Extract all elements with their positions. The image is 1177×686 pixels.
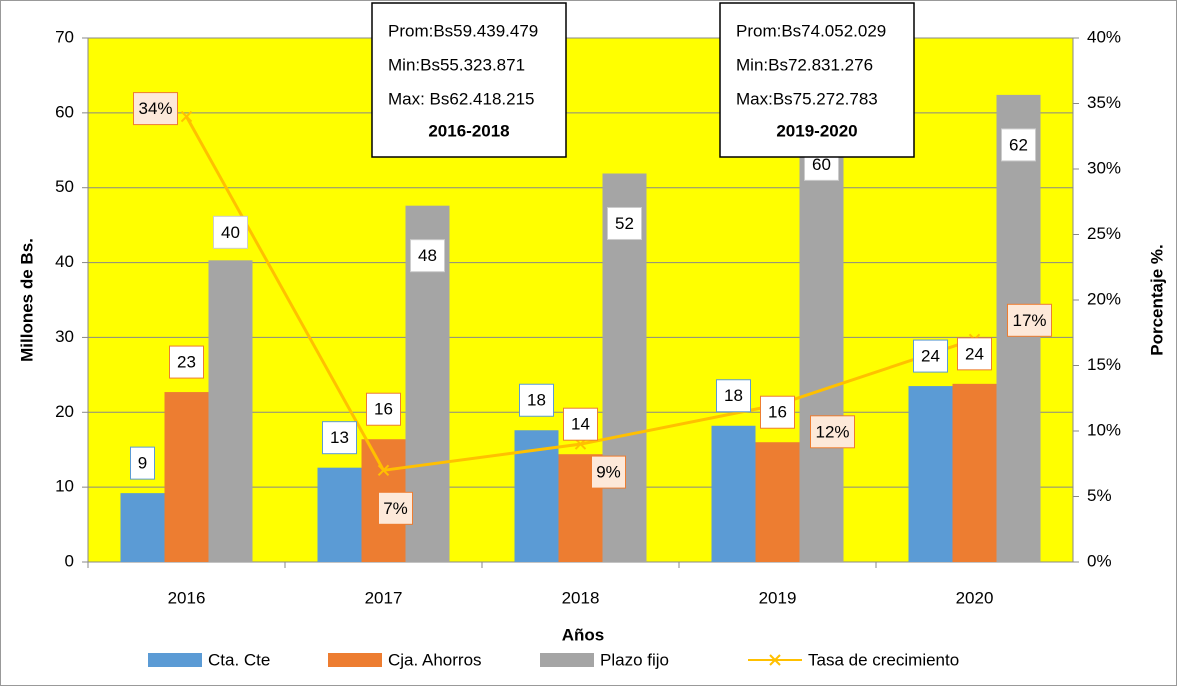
legend-swatch	[769, 654, 781, 666]
y-tick-label: 70	[55, 27, 74, 46]
x-tick-label: 2016	[168, 588, 206, 607]
data-label: 24	[965, 344, 984, 363]
annotation-text: Prom:Bs74.052.029	[736, 21, 886, 40]
x-tick-label: 2018	[562, 588, 600, 607]
y2-tick-label: 15%	[1087, 355, 1121, 374]
bar	[164, 392, 209, 562]
data-label: 16	[768, 403, 787, 422]
data-label-box	[133, 92, 178, 126]
data-label: 12%	[815, 422, 849, 441]
annotation-text: Max: Bs62.418.215	[388, 89, 534, 108]
x-tick-label: 2020	[956, 588, 994, 607]
y-tick-label: 60	[55, 102, 74, 121]
y-tick-label: 50	[55, 177, 74, 196]
data-label-box	[591, 455, 626, 489]
data-label: 14	[571, 415, 590, 434]
y-tick-label: 20	[55, 402, 74, 421]
data-label-box	[810, 415, 855, 449]
data-label-box	[366, 392, 401, 426]
annotation-box	[371, 2, 567, 158]
legend-swatch	[540, 653, 594, 667]
annotation-text: Max:Bs75.272.783	[736, 89, 878, 108]
y2-tick-label: 30%	[1087, 158, 1121, 177]
data-label-box	[410, 239, 445, 273]
data-label: 23	[177, 353, 196, 372]
annotation-text: Min:Bs55.323.871	[388, 55, 525, 74]
data-label: 24	[921, 347, 940, 366]
data-label-box	[519, 383, 554, 417]
data-label: 18	[527, 391, 546, 410]
data-label-box	[1001, 128, 1036, 162]
annotation-box	[719, 2, 915, 158]
data-label-box	[169, 345, 204, 379]
legend-swatch	[328, 653, 382, 667]
y2-tick-label: 25%	[1087, 224, 1121, 243]
data-label-box	[760, 395, 795, 429]
data-label-box	[322, 421, 357, 455]
y-tick-label: 10	[55, 477, 74, 496]
data-label-box	[213, 215, 248, 249]
y-tick-label: 40	[55, 252, 74, 271]
legend-label: Cja. Ahorros	[388, 650, 482, 669]
data-label: 17%	[1012, 311, 1046, 330]
bar	[908, 386, 953, 562]
bar	[952, 383, 997, 562]
data-label: 48	[418, 246, 437, 265]
data-label: 16	[374, 400, 393, 419]
legend-label: Cta. Cte	[208, 650, 270, 669]
y-tick-label: 30	[55, 327, 74, 346]
x-tick-label: 2019	[759, 588, 797, 607]
data-label: 9%	[596, 463, 621, 482]
data-label: 40	[221, 223, 240, 242]
data-label-box	[1007, 303, 1052, 337]
y2-tick-label: 5%	[1087, 486, 1112, 505]
data-label-box	[378, 491, 413, 525]
data-label: 7%	[383, 499, 408, 518]
annotation-title: 2016-2018	[428, 121, 509, 140]
bar	[120, 493, 165, 562]
data-label: 34%	[138, 99, 172, 118]
annotation-text: Prom:Bs59.439.479	[388, 21, 538, 40]
x-axis-title: Años	[562, 625, 605, 644]
data-label: 18	[724, 386, 743, 405]
line-marker	[377, 464, 390, 477]
data-label: 9	[138, 454, 147, 473]
data-label-box	[607, 206, 642, 240]
y2-tick-label: 10%	[1087, 420, 1121, 439]
y2-axis-title: Porcentaje %.	[1147, 244, 1166, 356]
legend-label: Plazo fijo	[600, 650, 669, 669]
data-label-box	[957, 337, 992, 371]
data-label: 62	[1009, 135, 1028, 154]
annotation-text: Min:Bs72.831.276	[736, 55, 873, 74]
line-marker	[180, 110, 193, 123]
y-tick-label: 0	[65, 551, 74, 570]
y-axis-title: Millones de Bs.	[17, 238, 36, 362]
data-label: 52	[615, 214, 634, 233]
data-label-box	[130, 446, 155, 480]
y2-tick-label: 35%	[1087, 93, 1121, 112]
bar	[799, 114, 844, 563]
bar	[711, 425, 756, 562]
data-label-box	[716, 379, 751, 413]
data-label: 60	[812, 155, 831, 174]
y2-tick-label: 20%	[1087, 289, 1121, 308]
annotation-title: 2019-2020	[776, 121, 857, 140]
line-marker	[574, 438, 587, 450]
legend-label: Tasa de crecimiento	[808, 650, 959, 669]
bar	[208, 260, 253, 562]
data-label: 13	[330, 428, 349, 447]
x-tick-label: 2017	[365, 588, 403, 607]
y2-tick-label: 40%	[1087, 27, 1121, 46]
bar	[317, 467, 362, 562]
bar	[755, 442, 800, 562]
legend-swatch	[148, 653, 202, 667]
data-label-box	[913, 339, 948, 373]
data-label-box	[563, 407, 598, 441]
y2-tick-label: 0%	[1087, 551, 1112, 570]
